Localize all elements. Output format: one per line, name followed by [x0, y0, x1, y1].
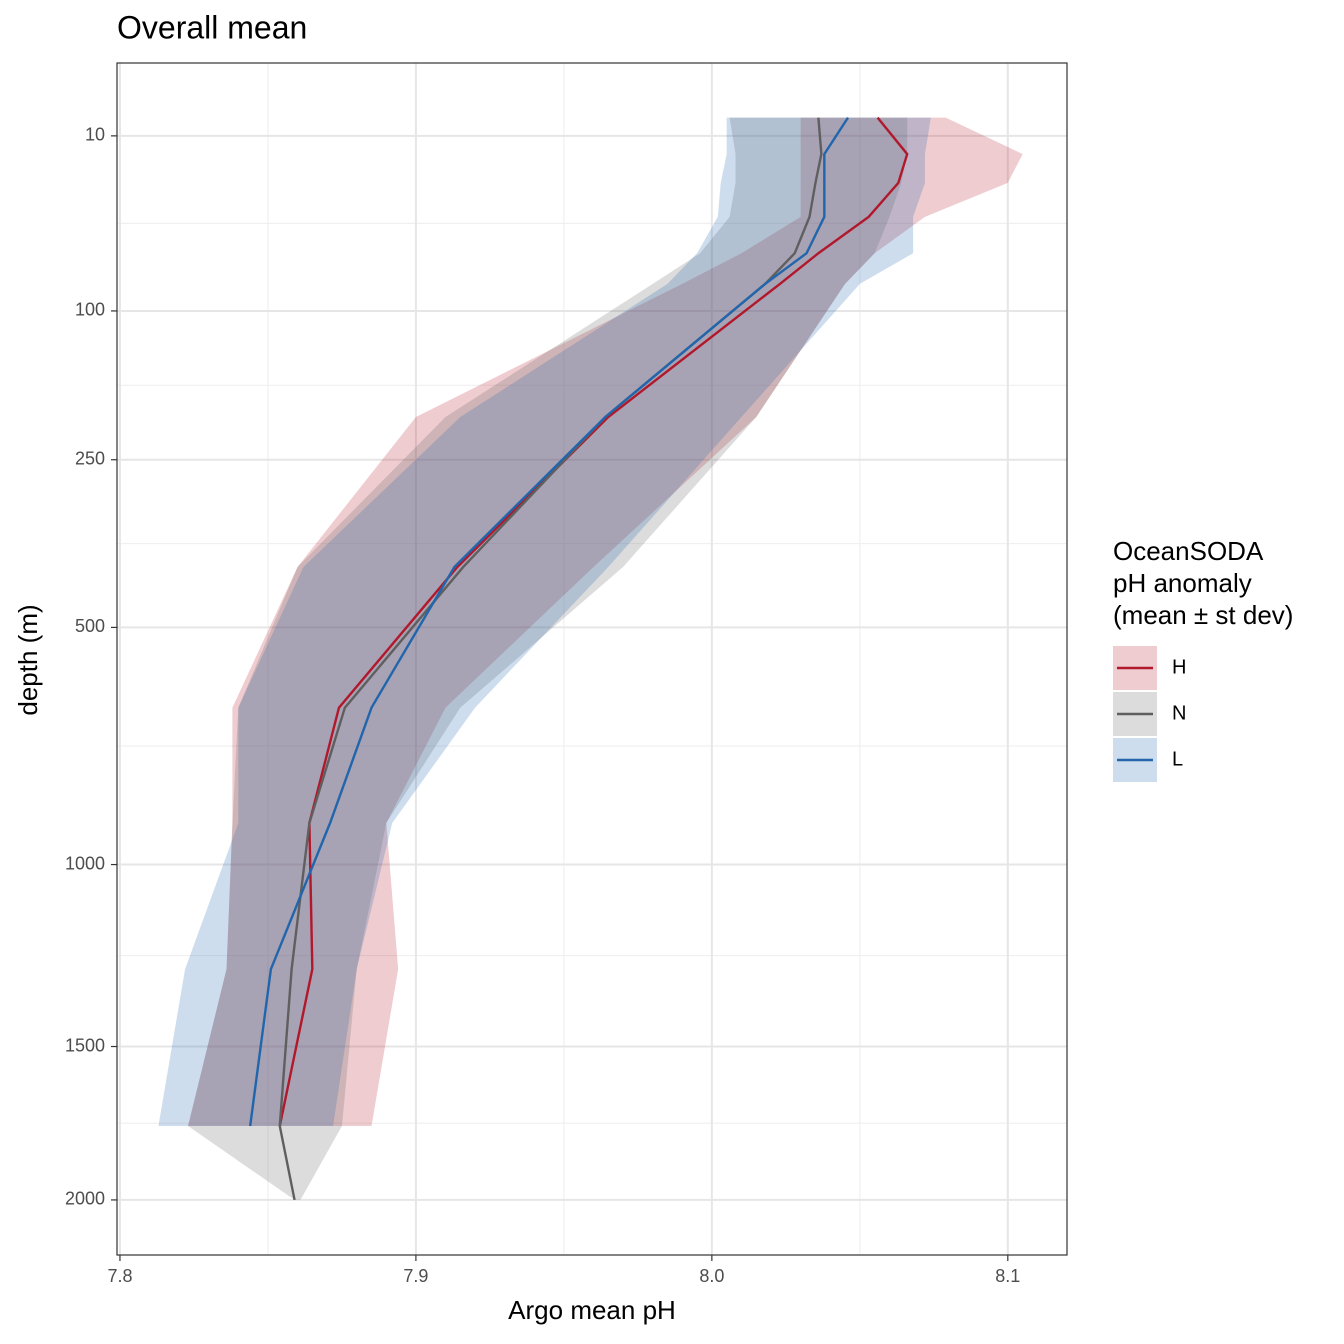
y-tick-label: 2000 — [65, 1189, 105, 1209]
y-tick-label: 10 — [85, 125, 105, 145]
legend-label: H — [1172, 656, 1186, 678]
line — [248, 116, 850, 1127]
y-tick-label: 250 — [75, 448, 105, 468]
ribbon — [158, 117, 931, 1126]
y-tick-label: 1000 — [65, 853, 105, 873]
legend-label: N — [1172, 702, 1186, 724]
legend-title: (mean ± st dev) — [1113, 600, 1293, 630]
legend-label: L — [1172, 748, 1183, 770]
x-tick-label: 7.9 — [403, 1266, 428, 1286]
legend-title: pH anomaly — [1113, 568, 1252, 598]
x-axis-label: Argo mean pH — [508, 1295, 676, 1325]
x-tick-label: 7.8 — [107, 1266, 132, 1286]
line — [278, 116, 909, 1127]
chart-title: Overall mean — [117, 9, 307, 45]
legend-title: OceanSODA — [1113, 536, 1264, 566]
y-axis-label: depth (m) — [13, 604, 43, 715]
y-tick-label: 100 — [75, 300, 105, 320]
panel-border — [116, 62, 1068, 1256]
ribbon — [188, 117, 1023, 1126]
x-tick-label: 8.1 — [995, 1266, 1020, 1286]
ribbon — [188, 117, 908, 1200]
y-tick-label: 1500 — [65, 1035, 105, 1055]
x-tick-label: 8.0 — [699, 1266, 724, 1286]
y-tick-label: 500 — [75, 616, 105, 636]
